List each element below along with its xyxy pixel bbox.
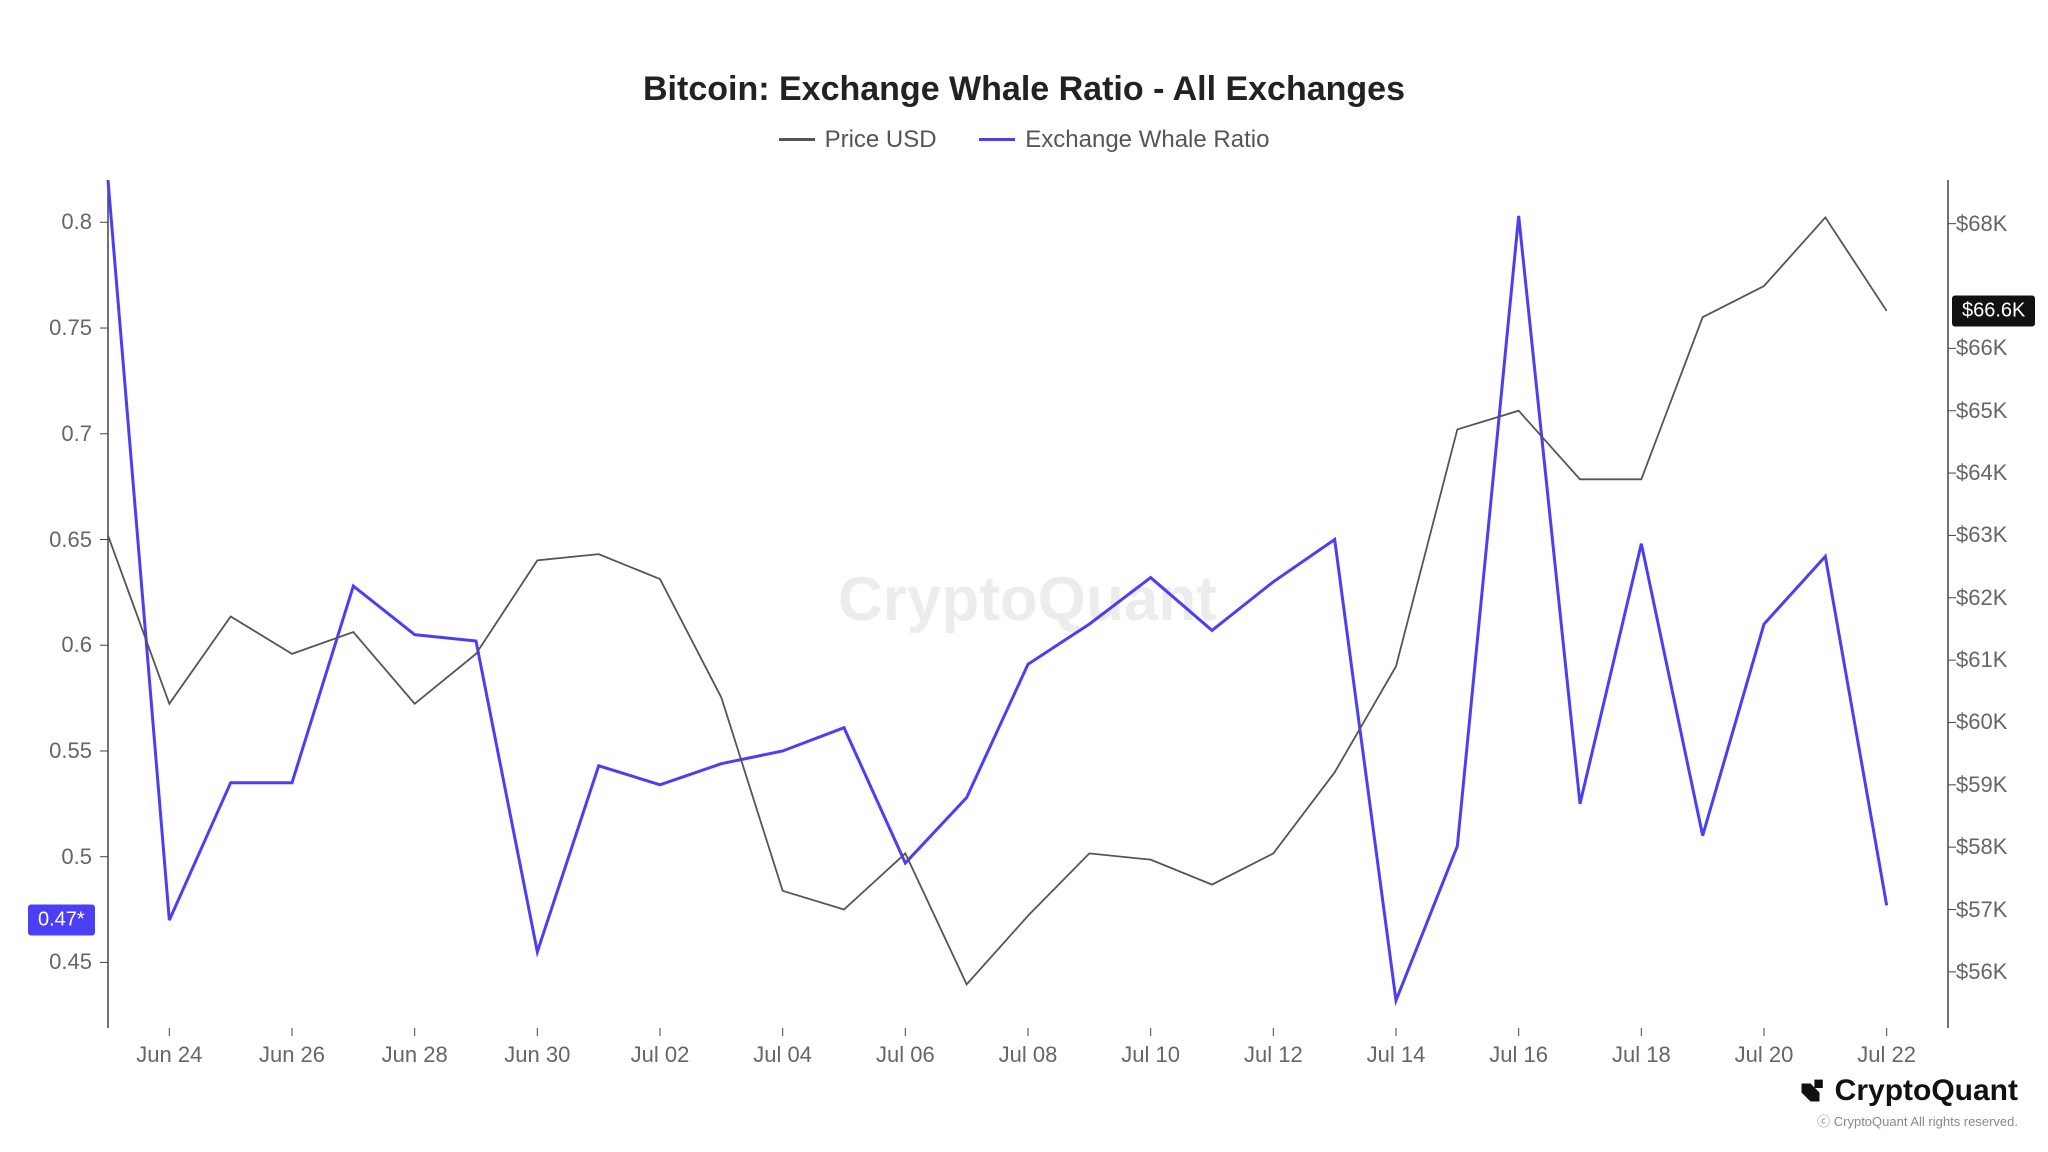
x-tick-label: Jun 28: [382, 1042, 448, 1068]
y-right-tick-label: $61K: [1956, 647, 2036, 673]
y-right-tick-label: $65K: [1956, 398, 2036, 424]
y-right-tick-label: $62K: [1956, 585, 2036, 611]
x-tick-label: Jul 20: [1735, 1042, 1794, 1068]
x-tick-label: Jun 24: [136, 1042, 202, 1068]
brand-name: CryptoQuant: [1835, 1074, 2018, 1108]
x-tick-label: Jul 18: [1612, 1042, 1671, 1068]
y-left-tick-label: 0.65: [12, 527, 92, 553]
x-tick-label: Jul 22: [1857, 1042, 1916, 1068]
y-right-tick-label: $68K: [1956, 211, 2036, 237]
x-tick-label: Jul 14: [1367, 1042, 1426, 1068]
y-right-tick-label: $56K: [1956, 959, 2036, 985]
y-right-tick-label: $57K: [1956, 897, 2036, 923]
y-left-tick-label: 0.7: [12, 421, 92, 447]
chart-plot: [0, 0, 2048, 1152]
y-right-tick-label: $59K: [1956, 772, 2036, 798]
x-tick-label: Jun 30: [504, 1042, 570, 1068]
x-tick-label: Jul 12: [1244, 1042, 1303, 1068]
y-right-tick-label: $58K: [1956, 834, 2036, 860]
y-left-tick-label: 0.8: [12, 209, 92, 235]
y-left-tick-label: 0.5: [12, 844, 92, 870]
y-left-tick-label: 0.45: [12, 949, 92, 975]
chart-container: Bitcoin: Exchange Whale Ratio - All Exch…: [0, 0, 2048, 1152]
y-right-tick-label: $63K: [1956, 522, 2036, 548]
x-tick-label: Jul 06: [876, 1042, 935, 1068]
x-tick-label: Jul 02: [631, 1042, 690, 1068]
y-left-tick-label: 0.75: [12, 315, 92, 341]
y-right-tick-label: $60K: [1956, 709, 2036, 735]
y-left-tick-label: 0.55: [12, 738, 92, 764]
y-right-tick-label: $64K: [1956, 460, 2036, 486]
x-tick-label: Jul 04: [753, 1042, 812, 1068]
y-right-tick-label: $66K: [1956, 335, 2036, 361]
brand-logo: CryptoQuant: [1797, 1074, 2018, 1108]
y-left-tick-label: 0.6: [12, 632, 92, 658]
x-tick-label: Jul 10: [1121, 1042, 1180, 1068]
brand-icon: [1797, 1076, 1827, 1106]
x-tick-label: Jul 16: [1489, 1042, 1548, 1068]
right-axis-marker: $66.6K: [1952, 295, 2035, 326]
x-tick-label: Jun 26: [259, 1042, 325, 1068]
copyright-text: ⓒ CryptoQuant All rights reserved.: [1817, 1111, 2018, 1130]
x-tick-label: Jul 08: [999, 1042, 1058, 1068]
left-axis-marker: 0.47*: [28, 905, 95, 936]
